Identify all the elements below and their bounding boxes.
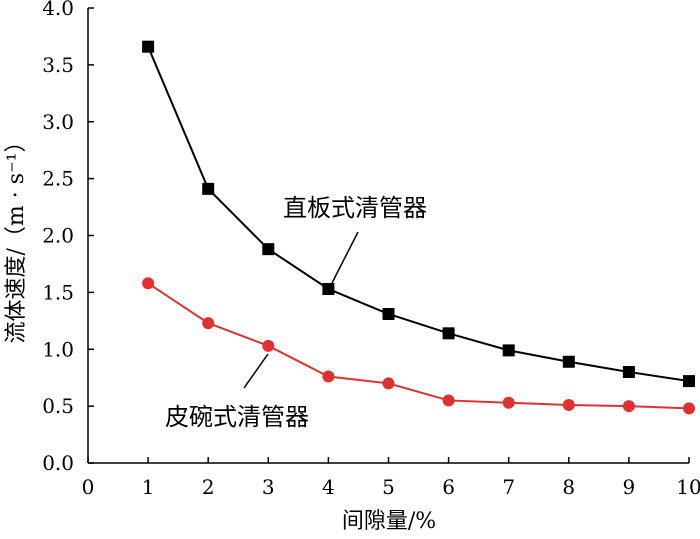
x-tick-label: 2 bbox=[202, 475, 215, 499]
series-line bbox=[147, 46, 690, 383]
x-tick-label: 8 bbox=[562, 475, 575, 499]
y-tick-label: 2.5 bbox=[42, 167, 74, 191]
data-point-circle bbox=[442, 394, 455, 407]
x-tick-label: 4 bbox=[322, 475, 335, 499]
plot-area bbox=[87, 8, 689, 464]
data-point-circle bbox=[683, 402, 695, 415]
x-tick-label: 1 bbox=[142, 475, 155, 499]
data-point-square bbox=[322, 282, 335, 295]
series-label-straight-plate: 直板式清管器 bbox=[283, 194, 427, 222]
data-point-circle bbox=[262, 339, 275, 352]
series-line bbox=[147, 282, 690, 410]
series-2 bbox=[142, 277, 695, 415]
data-point-square bbox=[262, 243, 275, 256]
y-tick-label: 4.0 bbox=[42, 0, 74, 20]
x-tick-label: 5 bbox=[382, 475, 395, 499]
y-tick-label: 0.5 bbox=[42, 394, 74, 418]
data-point-square bbox=[202, 182, 215, 195]
data-point-square bbox=[622, 366, 635, 378]
data-point-square bbox=[382, 307, 395, 320]
data-point-square bbox=[683, 375, 695, 388]
leader-line-cup bbox=[243, 353, 269, 389]
series-layer bbox=[142, 40, 695, 415]
x-tick-label: 7 bbox=[502, 475, 515, 499]
series-1 bbox=[142, 40, 695, 388]
data-point-circle bbox=[622, 400, 635, 413]
data-point-square bbox=[502, 344, 515, 357]
x-tick-label: 10 bbox=[676, 475, 700, 499]
leader-line-straight-plate bbox=[331, 231, 359, 284]
data-point-square bbox=[142, 40, 155, 53]
y-tick-label: 3.0 bbox=[42, 110, 74, 134]
y-tick-label: 1.0 bbox=[42, 337, 74, 361]
y-tick-label: 0.0 bbox=[42, 451, 74, 475]
series-label-cup: 皮碗式清管器 bbox=[165, 403, 309, 431]
data-point-circle bbox=[502, 396, 515, 409]
x-axis-title: 间隙量/% bbox=[342, 509, 436, 534]
data-point-circle bbox=[202, 317, 215, 330]
x-tick-label: 9 bbox=[623, 475, 636, 499]
ticks-layer: 0 1 2 3 4 5 6 7 8 9 10 0.0 0.5 1.0 1.5 2.0 2.5 3.0 3.5 4.0 bbox=[42, 0, 700, 499]
data-point-square bbox=[562, 355, 575, 368]
data-point-circle bbox=[382, 377, 395, 390]
y-tick-label: 1.5 bbox=[42, 280, 74, 304]
data-point-circle bbox=[562, 398, 575, 411]
x-tick-label: 3 bbox=[262, 475, 275, 499]
x-tick-label: 6 bbox=[442, 475, 455, 499]
data-point-circle bbox=[322, 370, 335, 383]
y-tick-label: 3.5 bbox=[42, 53, 74, 77]
y-tick-label: 2.0 bbox=[42, 224, 74, 248]
y-axis-title: 流体速度/（m · s⁻¹） bbox=[4, 131, 29, 344]
data-point-square bbox=[442, 327, 455, 340]
x-tick-label: 0 bbox=[82, 475, 95, 499]
data-point-circle bbox=[142, 277, 155, 290]
